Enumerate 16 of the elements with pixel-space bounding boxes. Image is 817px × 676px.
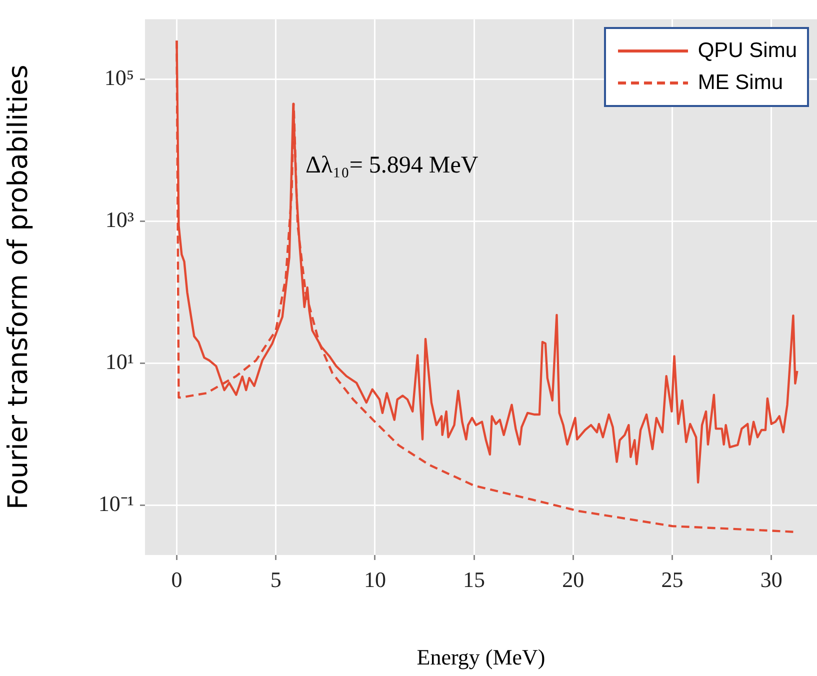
x-tick-label: 25 bbox=[661, 566, 684, 592]
x-tick-label: 10 bbox=[364, 566, 386, 592]
y-tick-label: 10³ bbox=[105, 207, 134, 232]
y-tick-label: 10⁻¹ bbox=[98, 491, 134, 516]
x-tick-label: 30 bbox=[760, 566, 782, 592]
x-tick-label: 15 bbox=[463, 566, 486, 592]
y-axis-title: Fourier transform of probabilities bbox=[3, 64, 34, 510]
y-tick-label: 10⁵ bbox=[104, 65, 134, 90]
annotation: Δλ₁₀= 5.894 MeV bbox=[306, 152, 479, 178]
legend-label: ME Simu bbox=[698, 71, 783, 96]
x-tick-label: 5 bbox=[270, 566, 282, 592]
y-tick-label: 10¹ bbox=[105, 349, 134, 374]
x-axis-title: Energy (MeV) bbox=[416, 644, 546, 670]
x-tick-label: 20 bbox=[562, 566, 584, 592]
legend-label: QPU Simu bbox=[698, 39, 797, 64]
x-tick-label: 0 bbox=[171, 566, 182, 592]
